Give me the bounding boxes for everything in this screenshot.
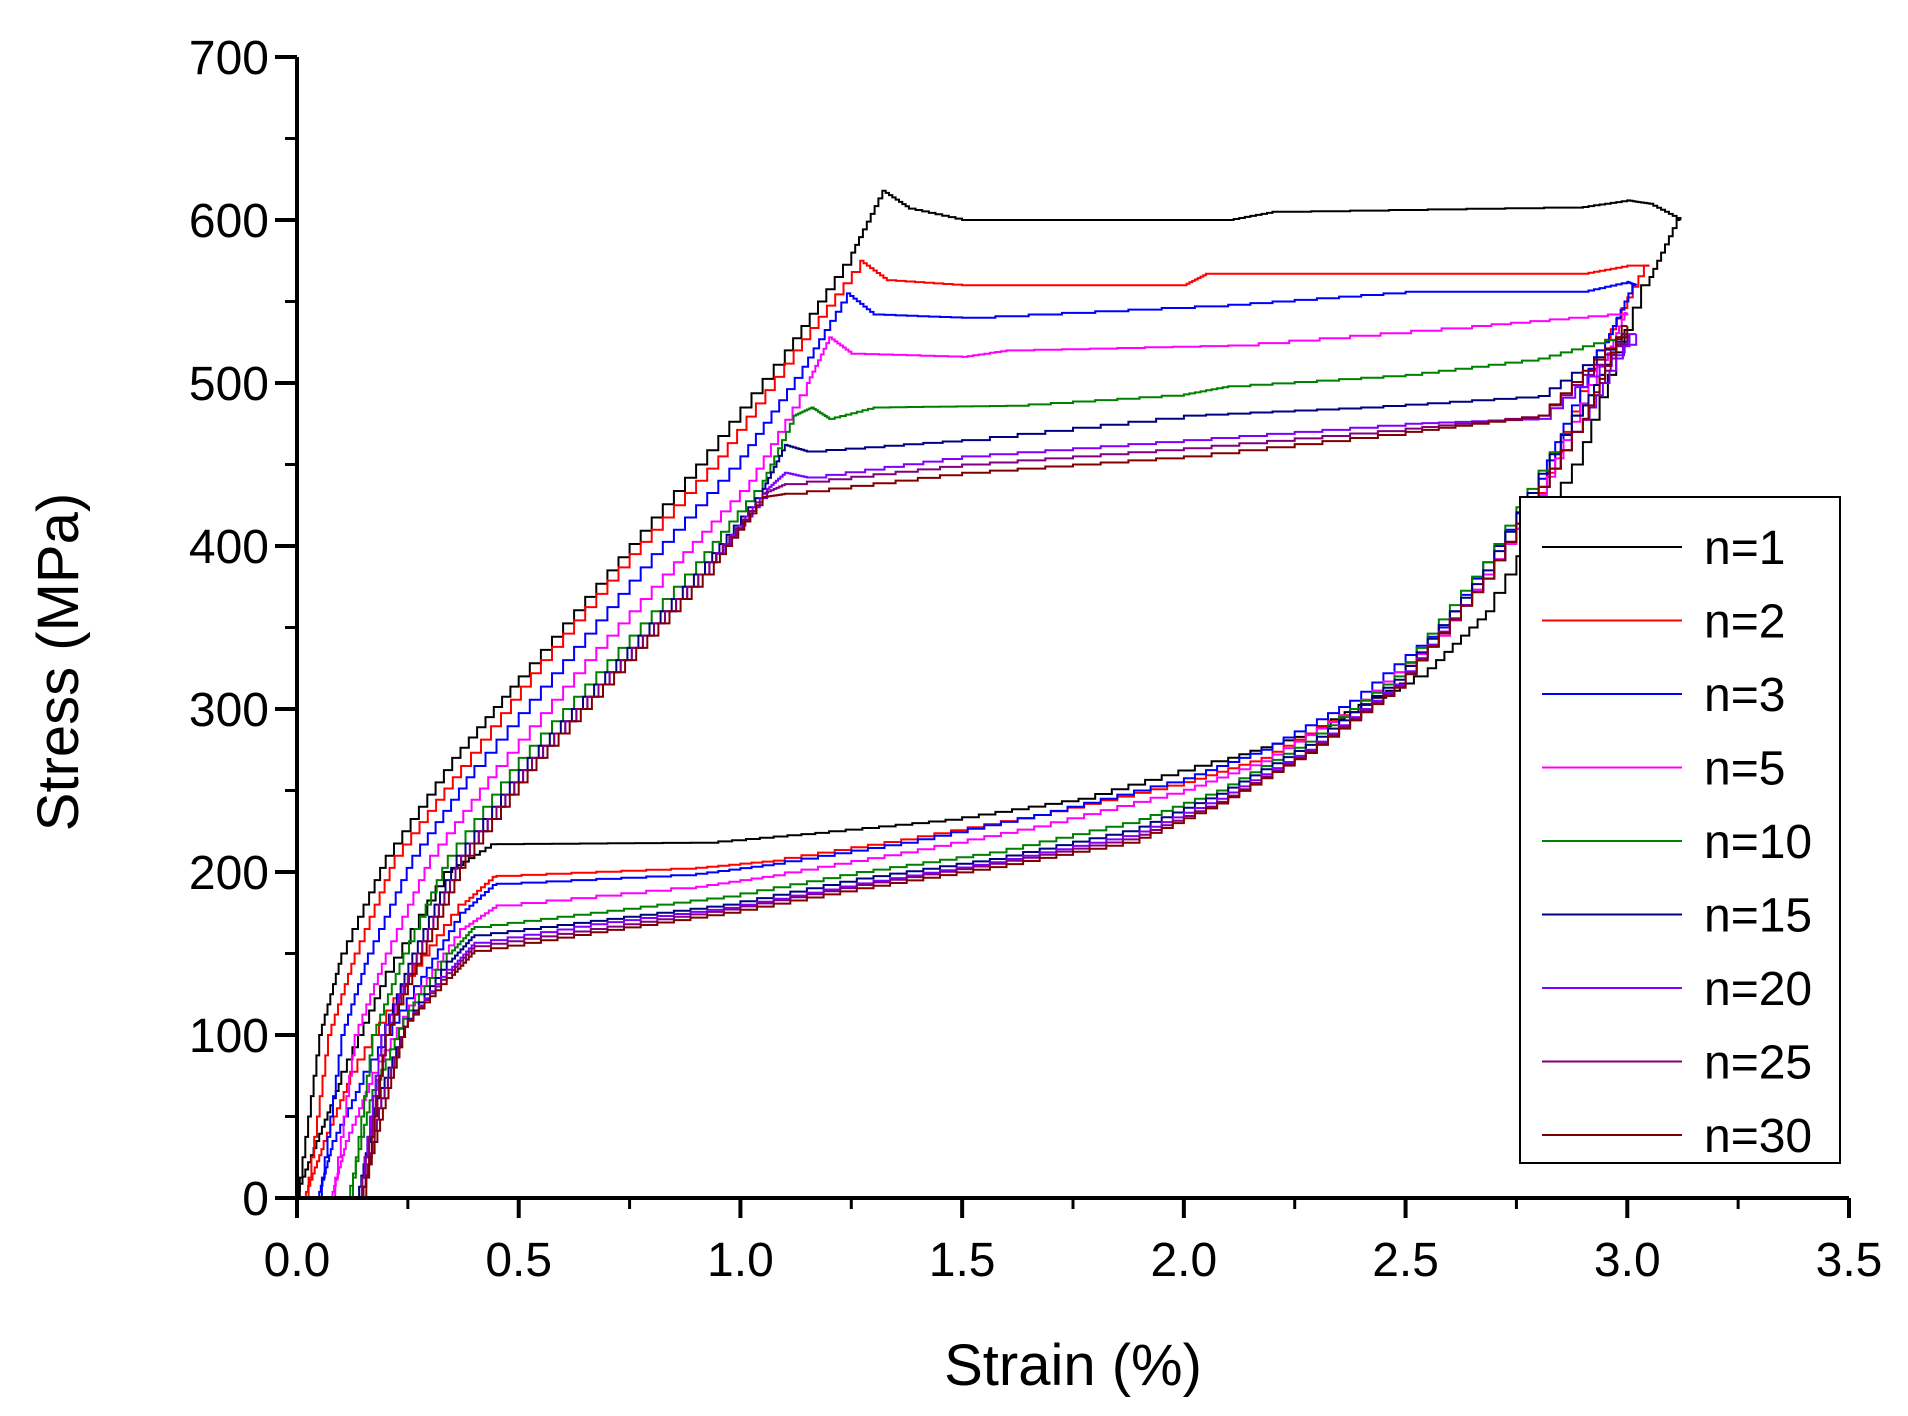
y-tick-label: 600 bbox=[189, 195, 269, 248]
unloading-curve-n-20 bbox=[362, 333, 1637, 1198]
series-n-1 bbox=[297, 189, 1682, 1198]
legend-item: n=5 bbox=[1542, 743, 1785, 796]
legend-item: n=3 bbox=[1542, 669, 1785, 722]
x-tick-label: 0.5 bbox=[485, 1234, 552, 1287]
unloading-curve-n-5 bbox=[331, 311, 1628, 1198]
unloading-curve-n-25 bbox=[362, 333, 1628, 1198]
series-n-30 bbox=[362, 325, 1629, 1198]
y-tick-label: 0 bbox=[242, 1173, 269, 1226]
x-tick-label: 3.0 bbox=[1594, 1234, 1661, 1287]
y-tick-label: 200 bbox=[189, 847, 269, 900]
unloading-curve-n-30 bbox=[362, 325, 1628, 1198]
legend-item: n=20 bbox=[1542, 963, 1812, 1016]
legend-label: n=25 bbox=[1704, 1037, 1812, 1090]
loading-curve-n-3 bbox=[319, 280, 1638, 1198]
legend-label: n=1 bbox=[1704, 522, 1785, 575]
legend-item: n=1 bbox=[1542, 522, 1785, 575]
legend-box bbox=[1519, 496, 1841, 1164]
legend-label: n=20 bbox=[1704, 963, 1812, 1016]
x-tick-label: 2.5 bbox=[1372, 1234, 1439, 1287]
legend-label: n=10 bbox=[1704, 816, 1812, 869]
series-n-5 bbox=[331, 311, 1629, 1198]
legend-label: n=30 bbox=[1704, 1110, 1812, 1163]
legend-item: n=2 bbox=[1542, 596, 1785, 649]
loading-curve-n-1 bbox=[297, 189, 1682, 1198]
loading-curve-n-2 bbox=[305, 259, 1650, 1198]
legend-label: n=3 bbox=[1704, 669, 1785, 722]
loading-curve-n-20 bbox=[359, 334, 1638, 1198]
y-axis-title: Stress (MPa) bbox=[26, 493, 91, 831]
legend-label: n=5 bbox=[1704, 743, 1785, 796]
loading-curve-n-25 bbox=[359, 334, 1629, 1198]
legend-item: n=10 bbox=[1542, 816, 1812, 869]
legend-item: n=25 bbox=[1542, 1037, 1812, 1090]
x-tick-label: 3.5 bbox=[1816, 1234, 1883, 1287]
x-tick-label: 2.0 bbox=[1150, 1234, 1217, 1287]
series-lines bbox=[297, 189, 1682, 1198]
y-tick-label: 700 bbox=[189, 32, 269, 85]
loading-curve-n-10 bbox=[350, 334, 1629, 1198]
series-n-15 bbox=[358, 333, 1629, 1198]
y-tick-label: 100 bbox=[189, 1010, 269, 1063]
y-tick-label: 300 bbox=[189, 684, 269, 737]
legend-label: n=15 bbox=[1704, 890, 1812, 943]
series-n-20 bbox=[359, 333, 1638, 1198]
x-axis-title: Strain (%) bbox=[944, 1333, 1202, 1398]
legend-item: n=15 bbox=[1542, 890, 1812, 943]
series-n-25 bbox=[359, 333, 1629, 1198]
legend-label: n=2 bbox=[1704, 596, 1785, 649]
y-tick-label: 500 bbox=[189, 358, 269, 411]
axes: 0.0 0.5 1.0 1.5 2.0 2.5 3.0 3.5 0 100 200 300 400 500… bbox=[189, 32, 1882, 1287]
series-n-3 bbox=[318, 280, 1638, 1198]
x-tick-label: 0.0 bbox=[264, 1234, 331, 1287]
legend-item: n=30 bbox=[1542, 1110, 1812, 1163]
x-tick-label: 1.5 bbox=[929, 1234, 996, 1287]
loading-curve-n-30 bbox=[363, 326, 1629, 1198]
legend: n=1 n=2 n=3 n=5 n=10 n=15 n=20 n=25 n=30 bbox=[1519, 496, 1841, 1164]
loading-curve-n-15 bbox=[359, 334, 1629, 1198]
x-tick-label: 1.0 bbox=[707, 1234, 774, 1287]
unloading-curve-n-15 bbox=[358, 333, 1628, 1198]
loading-curve-n-5 bbox=[332, 312, 1629, 1198]
y-tick-label: 400 bbox=[189, 521, 269, 574]
